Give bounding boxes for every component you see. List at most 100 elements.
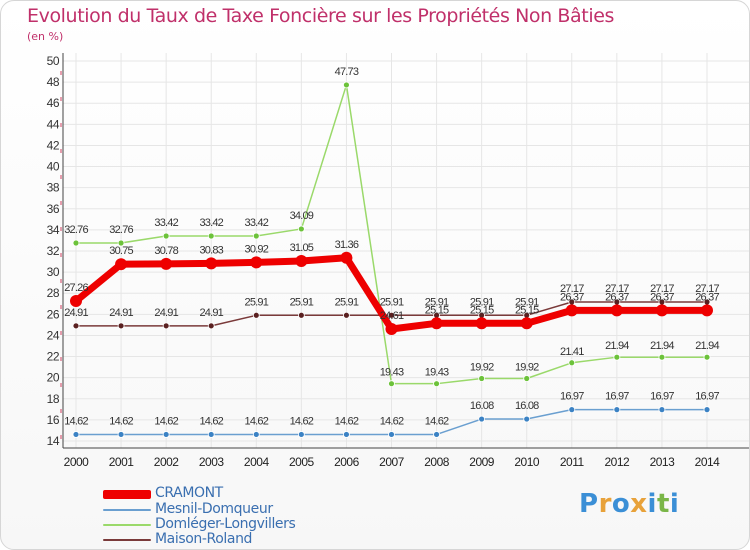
data-label: 33.42: [154, 217, 178, 229]
x-tick-label: 2005: [289, 455, 315, 469]
y-tick-label: 42: [47, 138, 60, 152]
data-label: 25.91: [425, 296, 449, 308]
data-point: [207, 232, 215, 240]
data-label: 33.42: [245, 217, 269, 229]
legend-swatch-maison-roland: [103, 539, 151, 541]
x-tick-label: 2002: [154, 455, 180, 469]
data-label: 24.61: [380, 310, 404, 322]
data-point: [297, 431, 305, 438]
data-point: [117, 322, 125, 330]
y-tick-label: 14: [47, 434, 60, 448]
y-tick-label: 20: [47, 371, 60, 385]
data-point: [385, 323, 398, 336]
data-point: [72, 239, 80, 247]
chart-title: Evolution du Taux de Taxe Foncière sur l…: [27, 5, 615, 27]
data-point: [658, 353, 666, 361]
data-point: [250, 256, 263, 269]
logo-letter: r: [598, 489, 612, 519]
data-label: 14.62: [290, 415, 314, 427]
data-label: 27.17: [605, 283, 629, 295]
y-tick-label: 18: [47, 392, 60, 406]
data-point: [655, 304, 668, 317]
x-tick-label: 2014: [695, 455, 721, 469]
data-point: [252, 431, 260, 438]
x-tick-label: 2007: [379, 455, 405, 469]
data-label: 16.97: [650, 391, 674, 403]
legend-swatch-domleger-longvillers: [103, 524, 151, 526]
data-label: 14.62: [245, 415, 269, 427]
data-label: 25.91: [515, 296, 539, 308]
data-point: [430, 317, 443, 330]
data-point: [478, 415, 486, 423]
data-label: 30.75: [109, 245, 133, 257]
data-label: 25.91: [290, 296, 314, 308]
data-label: 19.43: [380, 367, 404, 379]
data-point: [475, 317, 488, 330]
data-point: [295, 255, 308, 268]
data-label: 30.83: [199, 244, 223, 256]
data-label: 25.91: [380, 296, 404, 308]
data-point: [343, 311, 350, 319]
data-point: [340, 251, 353, 264]
logo-letter: i: [647, 489, 657, 519]
y-tick-label: 36: [47, 202, 60, 216]
data-label: 27.17: [650, 283, 674, 295]
data-label: 31.36: [335, 239, 359, 251]
legend-item-mesnil-domqueur: Mesnil-Domqueur: [103, 501, 403, 519]
legend-label-mesnil-domqueur: Mesnil-Domqueur: [155, 501, 273, 517]
data-label: 24.91: [199, 307, 223, 319]
data-point: [72, 431, 80, 438]
proxiti-logo: Proxiti: [579, 489, 679, 519]
x-tick-label: 2004: [244, 455, 270, 469]
data-label: 34.09: [290, 210, 314, 222]
data-point: [160, 257, 173, 270]
data-point: [70, 295, 82, 308]
y-tick-label: 48: [47, 75, 60, 89]
data-label: 14.62: [64, 415, 88, 427]
data-point: [207, 322, 215, 330]
y-tick-label: 50: [47, 54, 60, 68]
y-tick-label: 34: [47, 223, 60, 237]
data-label: 26.37: [605, 291, 629, 303]
data-label: 25.91: [245, 296, 269, 308]
data-label: 27.17: [560, 283, 584, 295]
x-tick-label: 2010: [514, 455, 540, 469]
x-tick-label: 2003: [199, 455, 225, 469]
data-point: [701, 304, 713, 317]
data-point: [297, 225, 305, 233]
data-point: [613, 406, 621, 414]
data-point: [343, 81, 350, 89]
data-point: [205, 257, 218, 270]
data-label: 19.92: [470, 362, 494, 374]
data-point: [523, 415, 531, 423]
data-point: [703, 406, 711, 414]
y-tick-label: 44: [47, 117, 60, 131]
y-tick-label: 46: [47, 96, 60, 110]
x-tick-label: 2011: [560, 455, 585, 469]
logo-letter: P: [579, 489, 599, 519]
data-point: [117, 239, 125, 247]
data-point: [72, 322, 80, 330]
data-label: 14.62: [109, 415, 133, 427]
data-label: 26.37: [695, 291, 719, 303]
data-label: 31.05: [290, 242, 314, 254]
data-point: [297, 311, 305, 319]
data-point: [207, 431, 215, 438]
x-tick-label: 2012: [605, 455, 631, 469]
data-label: 30.92: [245, 243, 269, 255]
data-point: [252, 311, 260, 319]
data-label: 27.26: [64, 282, 88, 294]
data-point: [162, 431, 170, 438]
data-label: 25.15: [425, 304, 449, 316]
data-point: [162, 322, 170, 330]
y-tick-label: 30: [47, 265, 60, 279]
data-label: 32.76: [64, 224, 88, 236]
data-label: 16.08: [470, 400, 494, 412]
data-point: [115, 258, 128, 271]
y-tick-label: 40: [47, 160, 60, 174]
data-point: [478, 375, 486, 382]
y-tick-label: 16: [47, 413, 60, 427]
legend-swatch-cramont: [103, 490, 151, 499]
logo-letter: t: [656, 489, 670, 519]
